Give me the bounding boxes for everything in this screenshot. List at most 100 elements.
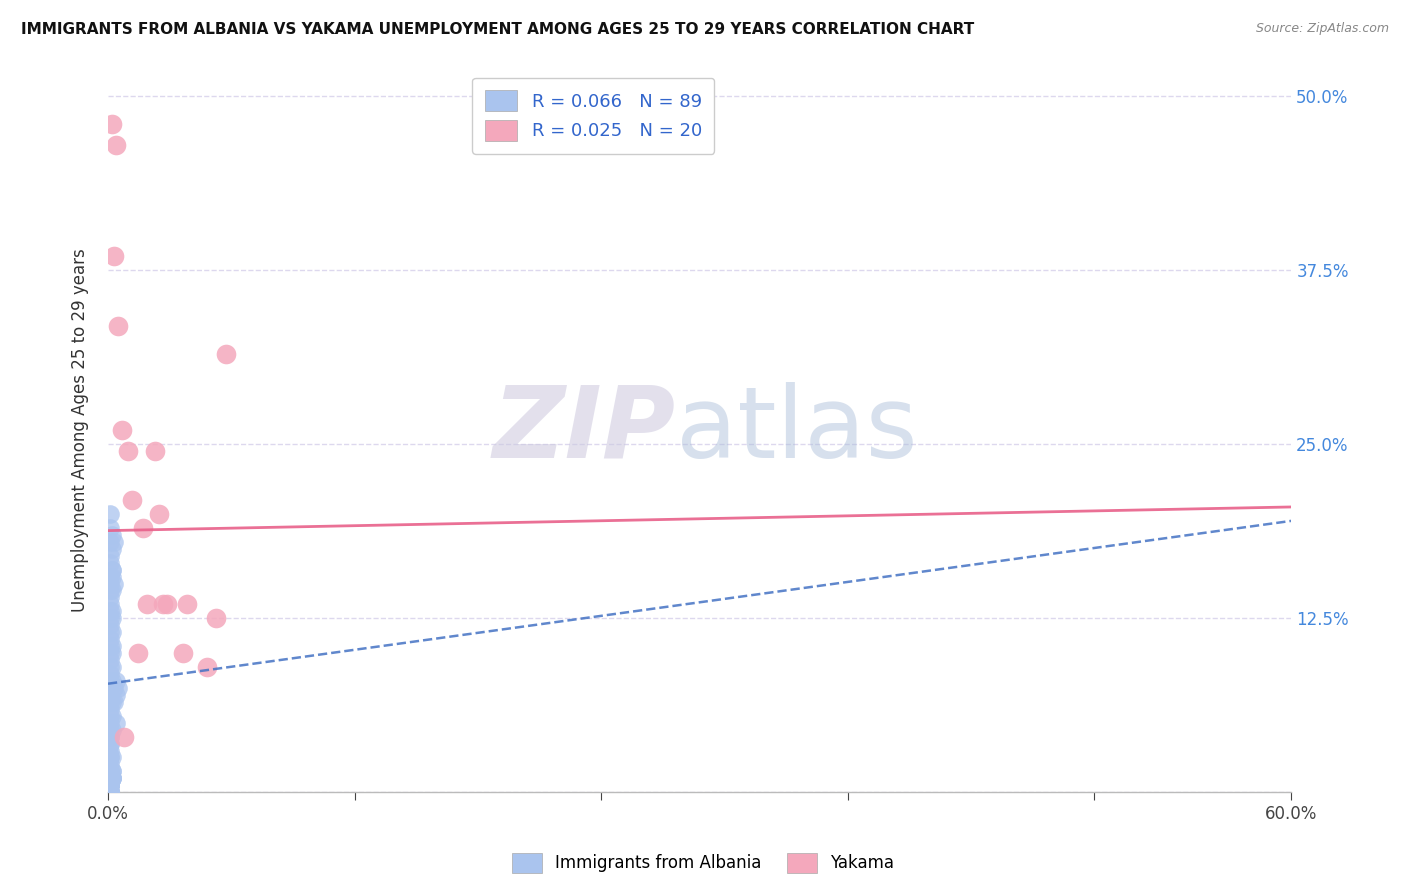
- Point: [101, 772, 124, 786]
- Point: [101, 541, 124, 556]
- Point: [98, 764, 121, 779]
- Point: [121, 493, 143, 508]
- Point: [101, 611, 124, 625]
- Text: IMMIGRANTS FROM ALBANIA VS YAKAMA UNEMPLOYMENT AMONG AGES 25 TO 29 YEARS CORRELA: IMMIGRANTS FROM ALBANIA VS YAKAMA UNEMPL…: [21, 22, 974, 37]
- Point: [98, 785, 121, 799]
- Point: [101, 723, 124, 737]
- Point: [98, 534, 121, 549]
- Point: [148, 507, 170, 521]
- Point: [101, 708, 124, 723]
- Point: [98, 715, 121, 730]
- Point: [132, 521, 155, 535]
- Point: [101, 639, 124, 653]
- Point: [101, 764, 124, 779]
- Point: [101, 563, 124, 577]
- Point: [101, 764, 124, 779]
- Point: [101, 750, 124, 764]
- Legend: Immigrants from Albania, Yakama: Immigrants from Albania, Yakama: [505, 847, 901, 880]
- Point: [98, 604, 121, 618]
- Point: [98, 598, 121, 612]
- Point: [101, 563, 124, 577]
- Point: [98, 660, 121, 674]
- Point: [98, 743, 121, 757]
- Point: [98, 778, 121, 792]
- Point: [136, 598, 159, 612]
- Legend: R = 0.066   N = 89, R = 0.025   N = 20: R = 0.066 N = 89, R = 0.025 N = 20: [472, 78, 714, 153]
- Point: [98, 785, 121, 799]
- Point: [101, 583, 124, 598]
- Point: [104, 688, 127, 702]
- Point: [101, 604, 124, 618]
- Point: [195, 660, 218, 674]
- Point: [98, 757, 121, 772]
- Point: [101, 569, 124, 583]
- Point: [98, 785, 121, 799]
- Point: [98, 632, 121, 647]
- Point: [98, 646, 121, 660]
- Point: [103, 681, 125, 695]
- Point: [101, 625, 124, 640]
- Point: [98, 785, 121, 799]
- Point: [98, 695, 121, 709]
- Point: [98, 778, 121, 792]
- Point: [98, 785, 121, 799]
- Point: [205, 611, 228, 625]
- Point: [107, 681, 129, 695]
- Point: [98, 730, 121, 744]
- Point: [127, 646, 149, 660]
- Text: atlas: atlas: [676, 382, 918, 479]
- Point: [172, 646, 194, 660]
- Point: [98, 785, 121, 799]
- Point: [98, 785, 121, 799]
- Point: [101, 673, 124, 688]
- Point: [103, 249, 125, 263]
- Point: [98, 737, 121, 751]
- Point: [98, 521, 121, 535]
- Point: [101, 117, 124, 131]
- Point: [104, 673, 127, 688]
- Point: [98, 778, 121, 792]
- Point: [98, 556, 121, 570]
- Point: [111, 424, 134, 438]
- Point: [98, 576, 121, 591]
- Point: [143, 444, 166, 458]
- Point: [98, 778, 121, 792]
- Point: [98, 778, 121, 792]
- Point: [98, 772, 121, 786]
- Point: [98, 611, 121, 625]
- Point: [98, 778, 121, 792]
- Point: [98, 723, 121, 737]
- Point: [101, 772, 124, 786]
- Point: [104, 138, 127, 153]
- Point: [215, 347, 238, 361]
- Y-axis label: Unemployment Among Ages 25 to 29 years: Unemployment Among Ages 25 to 29 years: [72, 249, 89, 612]
- Point: [98, 681, 121, 695]
- Point: [98, 688, 121, 702]
- Point: [98, 569, 121, 583]
- Point: [107, 318, 129, 333]
- Point: [98, 507, 121, 521]
- Point: [98, 785, 121, 799]
- Point: [103, 576, 125, 591]
- Point: [98, 737, 121, 751]
- Point: [98, 778, 121, 792]
- Point: [101, 528, 124, 542]
- Point: [98, 702, 121, 716]
- Point: [98, 708, 121, 723]
- Point: [98, 653, 121, 667]
- Point: [98, 764, 121, 779]
- Point: [117, 444, 139, 458]
- Point: [98, 673, 121, 688]
- Point: [98, 785, 121, 799]
- Point: [98, 625, 121, 640]
- Point: [98, 778, 121, 792]
- Point: [98, 730, 121, 744]
- Point: [98, 750, 121, 764]
- Point: [176, 598, 198, 612]
- Point: [98, 583, 121, 598]
- Point: [112, 730, 135, 744]
- Point: [103, 534, 125, 549]
- Point: [101, 646, 124, 660]
- Point: [104, 715, 127, 730]
- Point: [101, 772, 124, 786]
